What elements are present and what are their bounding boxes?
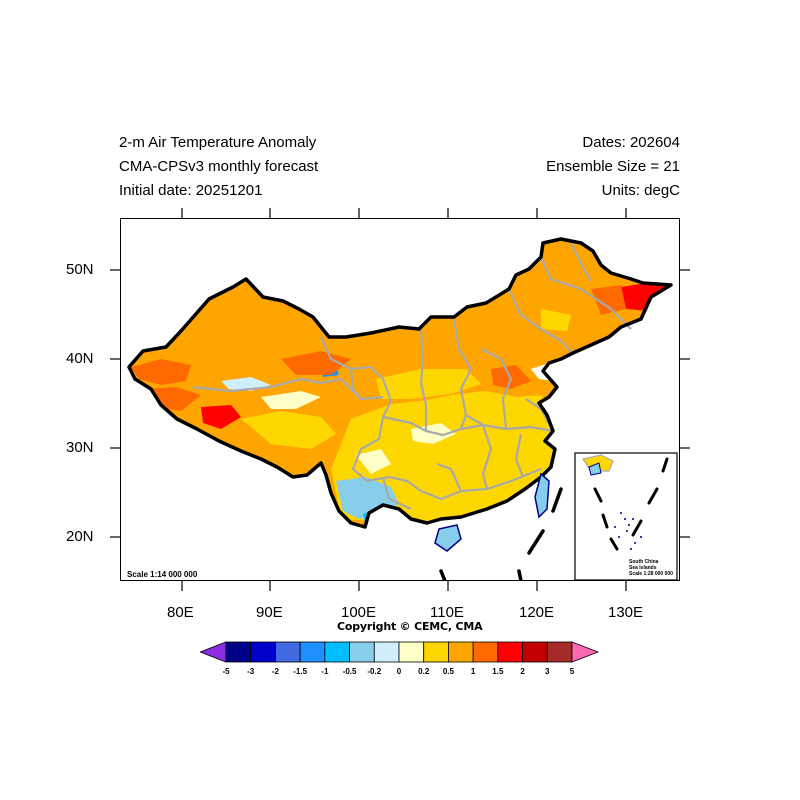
colorbar-box: [398, 641, 425, 663]
colorbar-box: [225, 641, 252, 663]
colorbar-tick-label: 3: [545, 667, 550, 676]
colorbar-tick-label: 2: [520, 667, 525, 676]
anomaly-region-gold-central: [376, 369, 481, 399]
anomaly-region-paleyellow-west: [261, 391, 321, 409]
colorbar-box: [423, 641, 449, 663]
copyright-label: Copyright © CEMC, CMA: [337, 620, 483, 633]
colorbar-triangle-high: [571, 641, 600, 663]
colorbar-box: [546, 641, 573, 663]
colorbar-box: [472, 641, 499, 663]
y-tick-label: 50N: [66, 261, 94, 278]
colorbar-tick-label: -3: [247, 667, 255, 676]
title-initial-date: Initial date: 20251201: [119, 182, 263, 199]
title-model: CMA-CPSv3 monthly forecast: [119, 158, 319, 175]
colorbar-box: [324, 641, 350, 663]
colorbar-triangle-low: [200, 641, 227, 663]
colorbar-tick-label: 0.5: [442, 667, 454, 676]
colorbar-box: [349, 641, 375, 663]
anomaly-region-paleyellow-sichuan: [356, 449, 391, 474]
colorbar-tick-label: -1.5: [293, 667, 308, 676]
anomaly-region-gold-northeast: [541, 309, 571, 331]
colorbar-box: [448, 641, 474, 663]
map-svg: Scale 1:14 000 000: [127, 237, 678, 580]
colorbar-tick-label: -0.2: [367, 667, 382, 676]
colorbar-tick-label: 1.5: [492, 667, 504, 676]
x-tick-label: 120E: [519, 604, 555, 621]
anomaly-region-gold-tibet: [241, 411, 336, 449]
inset-label-line1: South China: [629, 559, 659, 565]
colorbar-tick-label: -0.5: [342, 667, 357, 676]
inset-label-line3: Scale 1:28 000 000: [629, 571, 673, 577]
colorbar-tick-label: -1: [321, 667, 329, 676]
title-ensemble-size: Ensemble Size = 21: [546, 158, 680, 175]
x-tick-label: 80E: [167, 604, 194, 621]
title-variable: 2-m Air Temperature Anomaly: [119, 134, 317, 151]
colorbar-box: [275, 641, 301, 663]
colorbar-box: [522, 641, 548, 663]
nine-dash-line: [439, 487, 563, 580]
anomaly-region-red-tibet-west: [201, 405, 241, 429]
hainan-island: [434, 524, 462, 552]
map-scale-label: Scale 1:14 000 000: [127, 570, 198, 579]
anomaly-region-darkorange-heilongjiang: [591, 285, 626, 315]
colorbar-tick-label: 0.2: [418, 667, 430, 676]
taiwan-island: [534, 472, 550, 519]
title-dates: Dates: 202604: [582, 134, 680, 151]
x-tick-label: 130E: [608, 604, 644, 621]
colorbar-box: [299, 641, 326, 663]
anomaly-region-darkorange-xinjiang-west: [131, 359, 191, 385]
title-units: Units: degC: [601, 182, 680, 199]
colorbar-box: [497, 641, 523, 663]
colorbar-tick-label: -2: [271, 667, 279, 676]
colorbar-tick-label: 1: [470, 667, 476, 676]
colorbar-tick-label: 5: [569, 667, 575, 676]
colorbar-box: [250, 641, 276, 663]
y-tick-label: 40N: [66, 350, 94, 367]
x-tick-label: 100E: [341, 604, 377, 621]
province-boundaries: [192, 242, 632, 511]
colorbar: [200, 641, 600, 663]
y-tick-label: 20N: [66, 528, 94, 545]
colorbar-box: [373, 641, 400, 663]
x-tick-label: 110E: [430, 604, 464, 621]
y-tick-label: 30N: [66, 439, 94, 456]
colorbar-tick-label: -5: [222, 667, 230, 676]
map-panel: Scale 1:14 000 000 South China: [120, 218, 680, 581]
anomaly-region-darkorange-gansu: [281, 351, 351, 375]
colorbar-tick-label: 0: [396, 667, 402, 676]
x-tick-label: 90E: [256, 604, 283, 621]
temperature-anomaly-field: [131, 281, 671, 524]
inset-label-line2: Sea Islands: [629, 565, 657, 571]
inset-map: [574, 452, 678, 580]
